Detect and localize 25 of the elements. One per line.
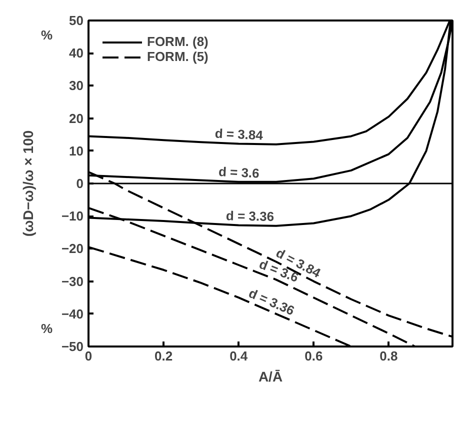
y-tick-label: −30 bbox=[61, 274, 84, 289]
y-tick-label: 0 bbox=[76, 176, 84, 191]
text: % bbox=[40, 28, 53, 43]
text: % bbox=[40, 321, 53, 336]
annotation: d = 3.84 bbox=[214, 126, 264, 143]
y-tick-label: 30 bbox=[69, 78, 84, 94]
y-tick-label: 40 bbox=[69, 46, 84, 61]
y-tick-label: −50 bbox=[61, 339, 84, 354]
y-tick-label: −10 bbox=[61, 208, 84, 224]
y-tick-label: 10 bbox=[69, 143, 84, 158]
x-tick-label: 0.2 bbox=[154, 348, 173, 364]
x-tick-label: 0.4 bbox=[230, 348, 248, 364]
annotation: d = 3.36 bbox=[246, 285, 297, 318]
legend-label: FORM. (5) bbox=[147, 49, 208, 64]
x-tick-label: 0.8 bbox=[380, 348, 398, 364]
legend-label: FORM. (8) bbox=[147, 34, 208, 49]
y-tick-label: 20 bbox=[69, 110, 84, 126]
y-tick-label: 50 bbox=[69, 13, 84, 28]
y-axis-title: (ωD−ω)/ω × 100 bbox=[20, 130, 36, 237]
annotation: d = 3.6 bbox=[218, 164, 260, 181]
x-tick-label: 0.6 bbox=[304, 348, 323, 364]
y-tick-label: −20 bbox=[61, 241, 84, 256]
y-tick-label: −40 bbox=[61, 306, 84, 322]
x-axis-title: A/Ā bbox=[258, 368, 283, 384]
annotation: d = 3.36 bbox=[226, 208, 274, 224]
